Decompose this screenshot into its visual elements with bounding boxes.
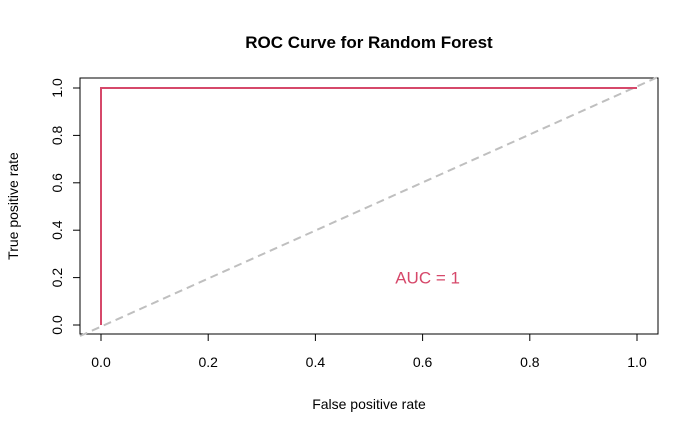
chance-diagonal-line [79,76,659,337]
x-tick-label: 1.0 [627,354,647,370]
y-tick-label: 0.0 [49,315,65,335]
x-tick-label: 0.4 [306,354,326,370]
x-tick-label: 0.0 [91,354,111,370]
y-axis: 0.0 0.2 0.4 0.6 0.8 1.0 [49,78,80,335]
y-tick-label: 0.2 [49,268,65,288]
y-tick-label: 0.6 [49,173,65,193]
x-axis: 0.0 0.2 0.4 0.6 0.8 1.0 [91,334,647,370]
annotation-layer: AUC = 1 [395,269,460,288]
y-tick-label: 0.8 [49,125,65,145]
auc-annotation: AUC = 1 [395,269,460,288]
x-axis-label: False positive rate [312,396,426,412]
x-tick-label: 0.6 [413,354,433,370]
x-tick-label: 0.2 [198,354,218,370]
plot-frame [79,77,659,335]
y-tick-label: 1.0 [49,78,65,98]
y-axis-label: True positive rate [5,152,21,260]
series-layer [79,76,659,337]
roc-curve-line [100,87,637,325]
x-tick-label: 0.8 [520,354,540,370]
y-tick-label: 0.4 [49,220,65,240]
chart-title: ROC Curve for Random Forest [245,33,493,52]
